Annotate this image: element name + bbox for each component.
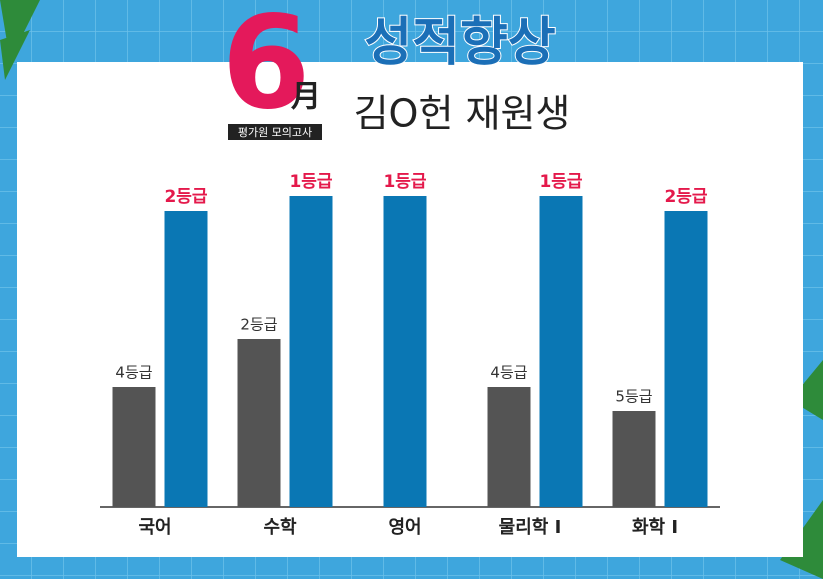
badge-box <box>228 124 322 140</box>
value-label: 2등급 <box>240 316 277 334</box>
value-label: 2등급 <box>164 187 207 207</box>
bar <box>487 387 531 507</box>
value-label: 2등급 <box>664 187 707 207</box>
chart-subtitle: 김O헌 재원생 <box>354 92 571 136</box>
x-tick-label: 국어 <box>138 517 171 538</box>
badge-label: 평가원 모의고사 <box>238 126 312 139</box>
badge-number: 6 <box>221 0 310 138</box>
chart-title: 성적향상 <box>364 13 555 73</box>
bar <box>237 339 281 507</box>
leaf <box>780 360 823 579</box>
bar <box>164 211 208 507</box>
x-tick-label: 물리학 Ⅰ <box>499 516 562 538</box>
leaf <box>0 0 40 80</box>
value-label: 5등급 <box>615 388 652 406</box>
value-label: 4등급 <box>490 364 527 382</box>
value-label: 1등급 <box>539 172 582 192</box>
x-tick-label: 영어 <box>388 517 421 538</box>
bar <box>539 196 583 507</box>
value-label: 1등급 <box>383 172 426 192</box>
x-tick-label: 화학 Ⅰ <box>632 516 678 538</box>
bar <box>664 211 708 507</box>
badge-month: 月 <box>291 80 321 115</box>
bar <box>383 196 427 507</box>
value-label: 4등급 <box>115 364 152 382</box>
value-label: 1등급 <box>289 172 332 192</box>
bar <box>612 411 656 507</box>
bar <box>289 196 333 507</box>
x-tick-label: 수학 <box>263 516 297 538</box>
bar <box>112 387 156 507</box>
